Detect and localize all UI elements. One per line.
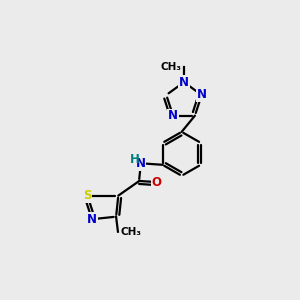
Text: CH₃: CH₃	[120, 227, 141, 237]
Text: N: N	[197, 88, 207, 101]
Text: N: N	[168, 109, 178, 122]
Text: N: N	[179, 76, 189, 89]
Text: N: N	[135, 157, 146, 170]
Text: S: S	[82, 189, 91, 202]
Text: O: O	[152, 176, 162, 189]
Text: H: H	[130, 153, 140, 166]
Text: N: N	[87, 213, 97, 226]
Text: CH₃: CH₃	[161, 62, 182, 72]
